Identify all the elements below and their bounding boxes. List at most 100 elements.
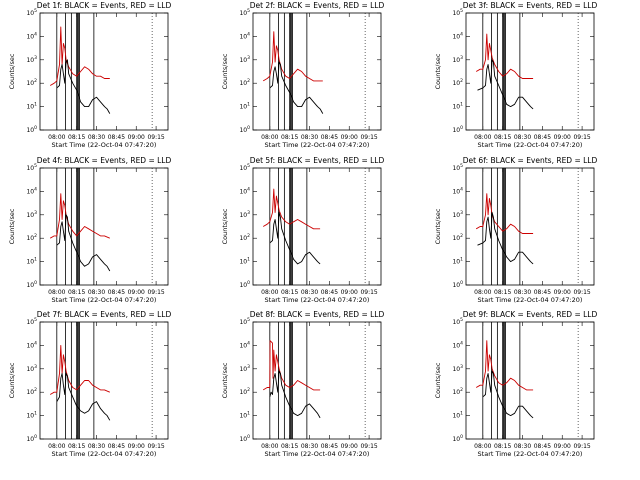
y-tick-label: 105: [452, 163, 463, 172]
panel: Det 8f: BLACK = Events, RED = LLD 100 101 1…: [221, 310, 384, 458]
y-tick-label: 100: [239, 280, 250, 289]
y-tick-label: 100: [26, 125, 37, 134]
x-tick-label: 08:00: [261, 443, 278, 450]
y-tick-label: 103: [452, 364, 463, 373]
y-tick-label: 102: [452, 387, 463, 396]
events-series-line: [56, 373, 111, 421]
x-tick-label: 08:15: [68, 134, 85, 141]
x-axis-label: Start Time (22-Oct-04 07:47:20): [265, 141, 370, 149]
plot-frame: [39, 321, 169, 440]
y-tick-label: 100: [452, 434, 463, 443]
x-tick-label: 08:15: [281, 443, 298, 450]
plot-frame: [465, 321, 595, 440]
x-tick-label: 08:30: [514, 289, 531, 296]
y-tick-label: 102: [239, 233, 250, 242]
y-tick-label: 100: [452, 280, 463, 289]
y-axis-label: Counts/sec: [434, 362, 442, 398]
events-series-line: [477, 212, 534, 265]
x-tick-label: 08:45: [108, 134, 125, 141]
y-tick-label: 104: [26, 31, 37, 40]
y-tick-label: 102: [26, 78, 37, 87]
y-tick-label: 103: [452, 55, 463, 64]
y-tick-label: 102: [239, 78, 250, 87]
events-series-line: [269, 212, 321, 265]
plot-frame: [252, 167, 382, 286]
y-tick-label: 102: [26, 387, 37, 396]
panel: Det 2f: BLACK = Events, RED = LLD 100 101 1…: [221, 1, 384, 149]
y-tick-label: 103: [239, 55, 250, 64]
plot-frame: [252, 12, 382, 131]
x-tick-label: 09:00: [554, 289, 571, 296]
y-tick-label: 104: [239, 31, 250, 40]
plot-frame: [39, 167, 169, 286]
events-series-line: [482, 370, 534, 419]
x-tick-label: 09:00: [128, 443, 145, 450]
x-tick-label: 08:45: [534, 134, 551, 141]
x-tick-label: 09:15: [147, 289, 164, 296]
x-tick-label: 08:45: [108, 289, 125, 296]
x-tick-label: 08:15: [494, 289, 511, 296]
x-axis-label: Start Time (22-Oct-04 07:47:20): [478, 450, 583, 458]
x-tick-label: 08:45: [321, 289, 338, 296]
events-series-line: [269, 61, 324, 114]
y-tick-label: 104: [452, 31, 463, 40]
panel-title: Det 4f: BLACK = Events, RED = LLD: [37, 156, 172, 165]
x-tick-label: 09:15: [147, 134, 164, 141]
y-tick-label: 102: [452, 78, 463, 87]
x-tick-label: 08:30: [514, 134, 531, 141]
panel: Det 9f: BLACK = Events, RED = LLD 100 101 1…: [434, 310, 597, 458]
y-tick-label: 100: [26, 280, 37, 289]
lld-series-line: [475, 193, 534, 234]
y-tick-label: 101: [26, 257, 37, 266]
x-tick-label: 08:15: [281, 289, 298, 296]
y-tick-label: 102: [239, 387, 250, 396]
x-tick-label: 09:15: [360, 289, 377, 296]
x-axis-label: Start Time (22-Oct-04 07:47:20): [478, 296, 583, 304]
y-tick-label: 105: [26, 317, 37, 326]
y-tick-label: 103: [239, 364, 250, 373]
lld-series-line: [262, 188, 321, 230]
events-series-line: [269, 370, 321, 419]
x-tick-label: 08:15: [494, 443, 511, 450]
x-tick-label: 08:30: [88, 443, 105, 450]
y-tick-label: 102: [26, 233, 37, 242]
panel: Det 3f: BLACK = Events, RED = LLD 100 101 1…: [434, 1, 597, 149]
x-axis-label: Start Time (22-Oct-04 07:47:20): [478, 141, 583, 149]
y-axis-label: Counts/sec: [221, 208, 229, 244]
x-axis-label: Start Time (22-Oct-04 07:47:20): [52, 450, 157, 458]
plot-frame: [465, 12, 595, 131]
x-tick-label: 08:00: [261, 134, 278, 141]
events-series-line: [477, 59, 534, 110]
y-tick-label: 101: [239, 102, 250, 111]
y-tick-label: 105: [452, 8, 463, 17]
panel: Det 1f: BLACK = Events, RED = LLD 100 101 1…: [8, 1, 171, 149]
x-tick-label: 08:30: [301, 134, 318, 141]
x-tick-label: 09:00: [341, 289, 358, 296]
x-tick-label: 08:45: [534, 443, 551, 450]
panel-title: Det 9f: BLACK = Events, RED = LLD: [463, 310, 598, 319]
panel-title: Det 8f: BLACK = Events, RED = LLD: [250, 310, 385, 319]
y-tick-label: 105: [239, 8, 250, 17]
y-tick-label: 104: [452, 340, 463, 349]
x-tick-label: 09:15: [573, 134, 590, 141]
y-axis-label: Counts/sec: [221, 53, 229, 89]
lld-series-line: [475, 33, 534, 79]
panel: Det 4f: BLACK = Events, RED = LLD 100 101 1…: [8, 156, 171, 304]
plot-frame: [39, 12, 169, 131]
x-tick-label: 08:45: [321, 443, 338, 450]
lld-series-line: [49, 26, 110, 86]
y-tick-label: 103: [26, 364, 37, 373]
y-tick-label: 101: [452, 411, 463, 420]
x-tick-label: 08:00: [474, 134, 491, 141]
x-axis-label: Start Time (22-Oct-04 07:47:20): [52, 296, 157, 304]
panel-title: Det 3f: BLACK = Events, RED = LLD: [463, 1, 598, 10]
y-tick-label: 103: [239, 210, 250, 219]
x-tick-label: 09:00: [128, 134, 145, 141]
x-tick-label: 08:00: [48, 134, 65, 141]
events-series-line: [56, 59, 111, 114]
panel-title: Det 1f: BLACK = Events, RED = LLD: [37, 1, 172, 10]
x-tick-label: 09:15: [360, 134, 377, 141]
y-tick-label: 101: [239, 411, 250, 420]
y-axis-label: Counts/sec: [8, 53, 16, 89]
x-tick-label: 09:00: [341, 443, 358, 450]
